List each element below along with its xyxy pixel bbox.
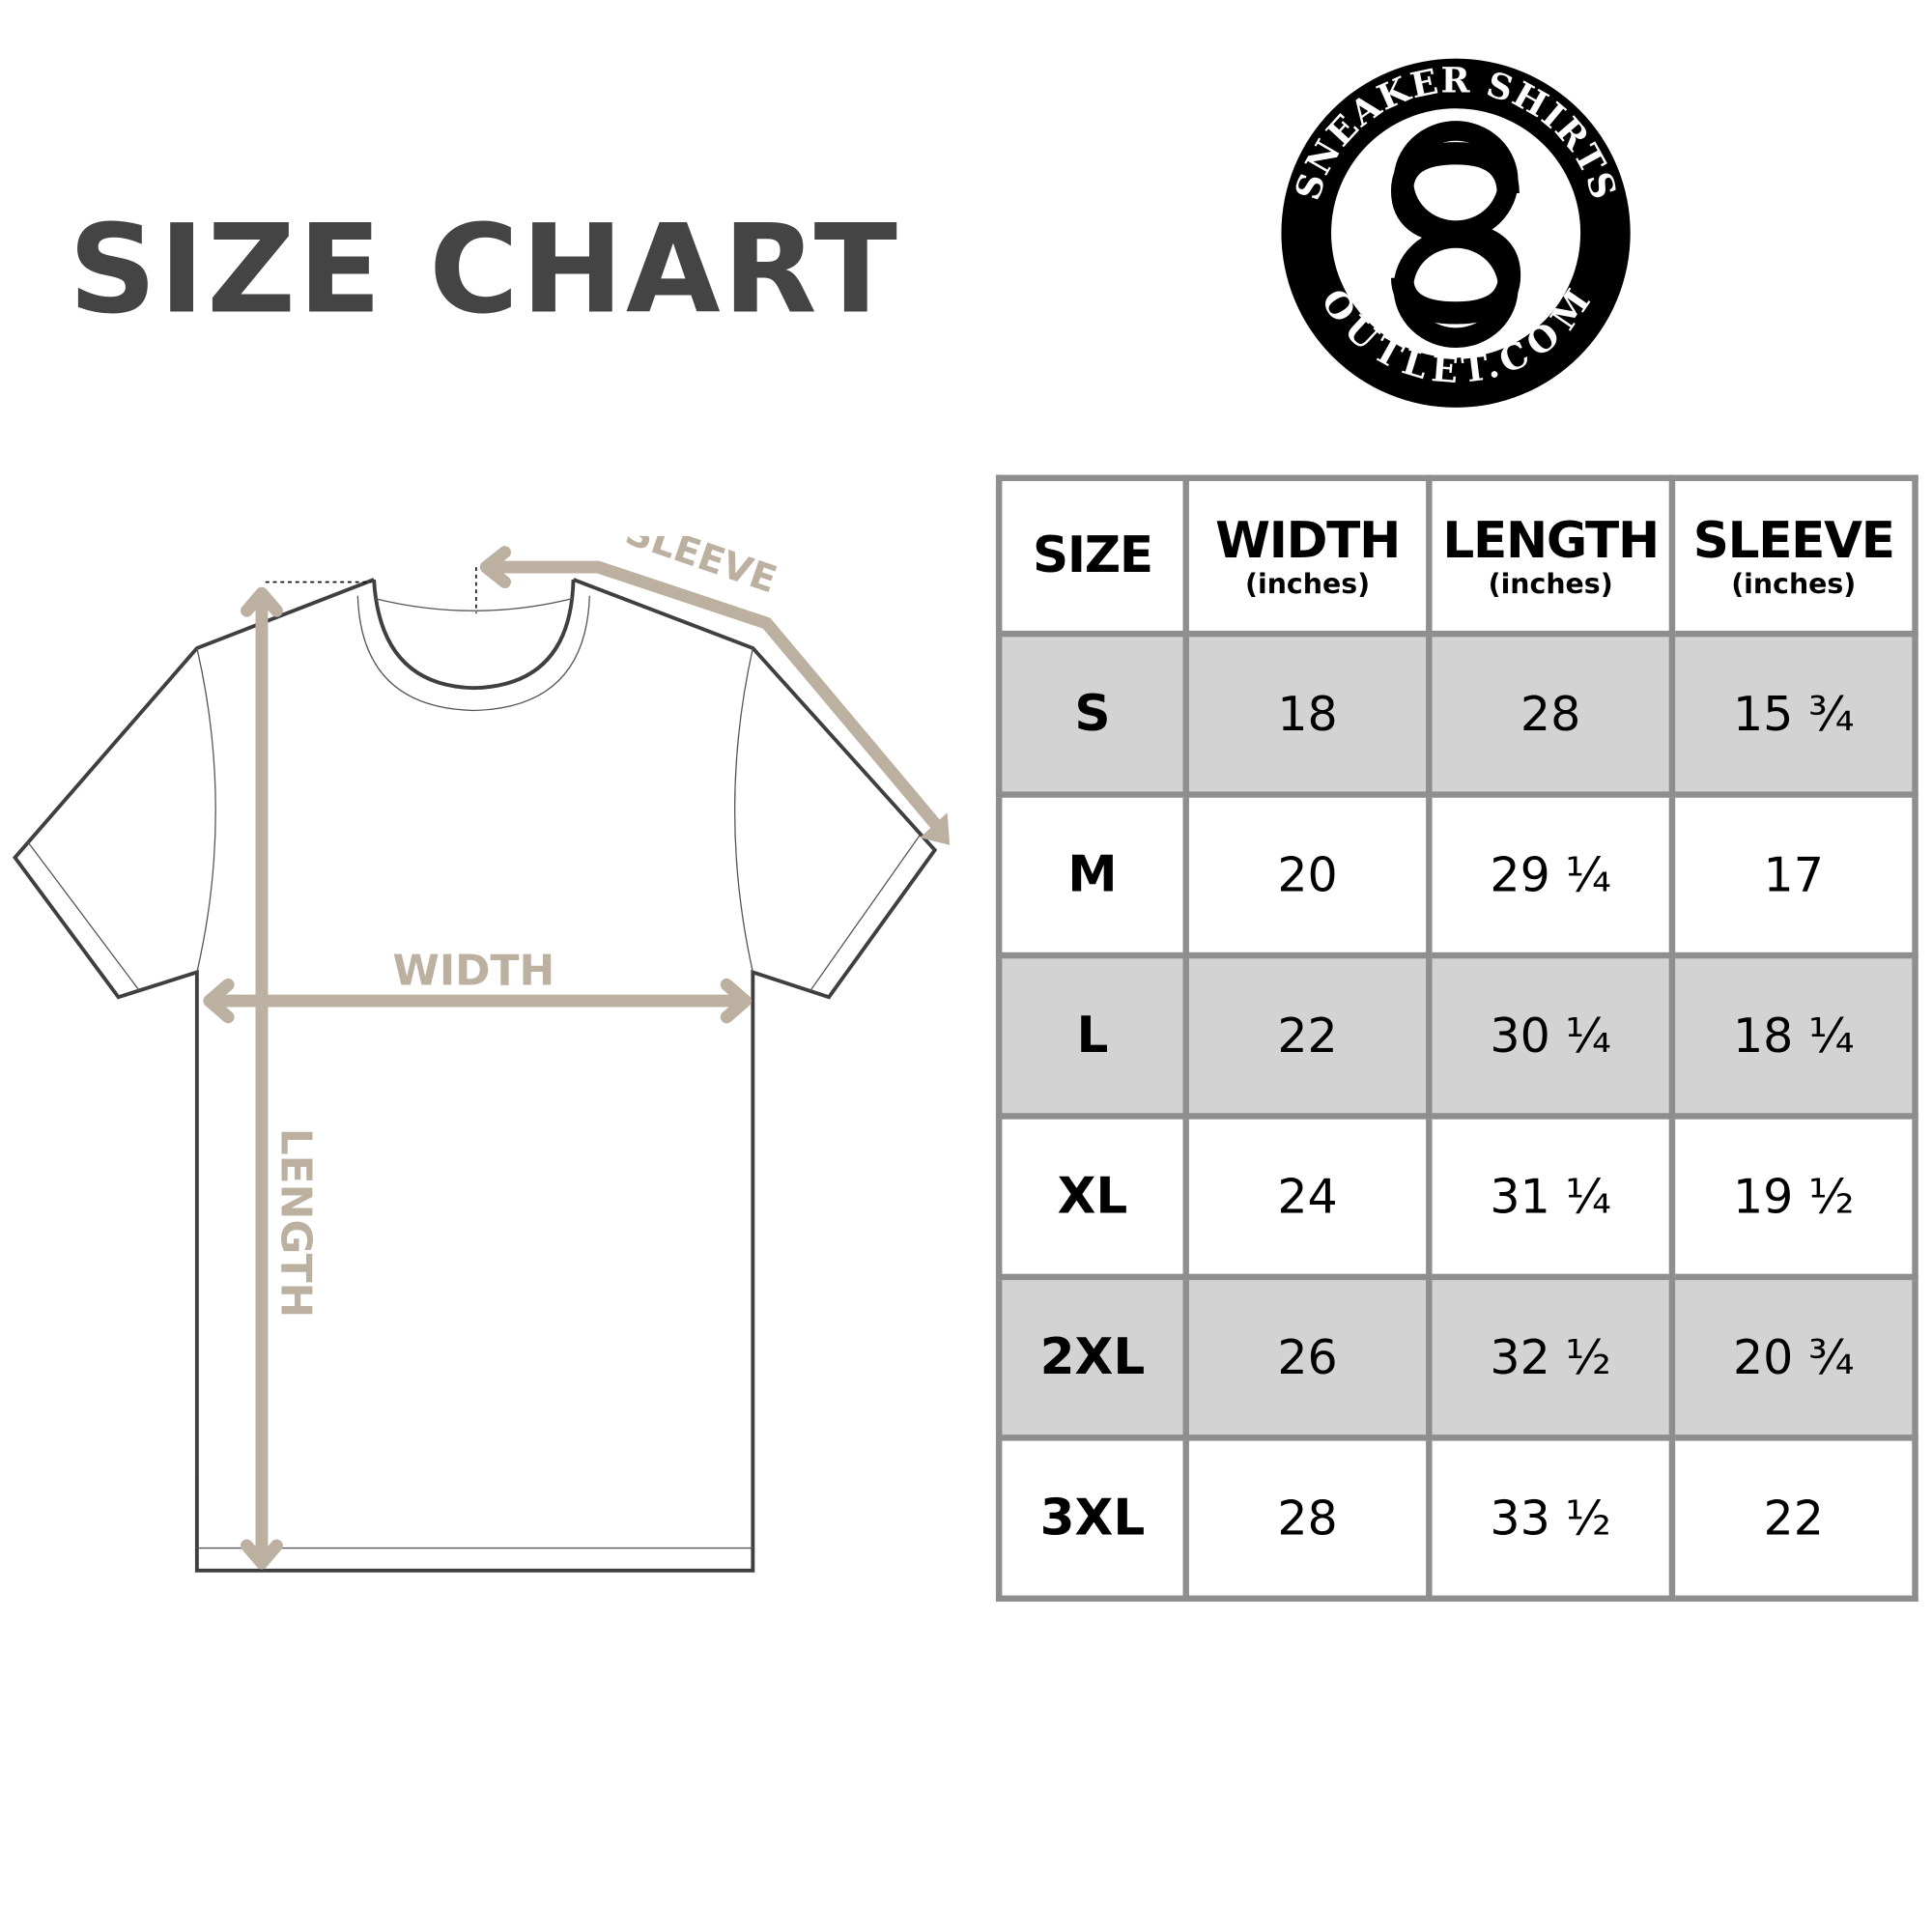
- table-row: S 18 28 15 ¾: [995, 630, 1918, 798]
- cell-length: 33 ½: [1426, 1435, 1676, 1603]
- tshirt-outline: [13, 578, 938, 1573]
- cell-sleeve: 19 ½: [1668, 1113, 1918, 1281]
- header-sleeve: SLEEVE (inches): [1668, 474, 1918, 638]
- table-row: XL 24 31 ¼ 19 ½: [995, 1113, 1918, 1281]
- width-label: WIDTH: [392, 946, 554, 995]
- sleeve-arrow: [482, 560, 944, 833]
- sneaker-shirts-outlet-logo: SNEAKER SHIRTS OUTLET.COM: [1281, 58, 1631, 408]
- cell-length: 29 ¼: [1426, 791, 1676, 959]
- header-size: SIZE: [995, 474, 1189, 638]
- cell-sleeve: 15 ¾: [1668, 630, 1918, 798]
- cell-length: 30 ¼: [1426, 952, 1676, 1120]
- table-row: 2XL 26 32 ½ 20 ¾: [995, 1273, 1918, 1441]
- monogram-icon: [1390, 121, 1521, 348]
- cell-sleeve: 22: [1668, 1435, 1918, 1603]
- cell-width: 18: [1182, 630, 1433, 798]
- cell-width: 28: [1182, 1435, 1433, 1603]
- table-row: L 22 30 ¼ 18 ¼: [995, 952, 1918, 1120]
- size-table: SIZE WIDTH (inches) LENGTH (inches) SLEEVE…: [995, 474, 1918, 1603]
- table-header-row: SIZE WIDTH (inches) LENGTH (inches) SLEEVE…: [995, 474, 1918, 638]
- header-length: LENGTH (inches): [1426, 474, 1676, 638]
- table-row: M 20 29 ¼ 17: [995, 791, 1918, 959]
- measurement-arrows: [203, 546, 944, 1570]
- cell-width: 24: [1182, 1113, 1433, 1281]
- cell-length: 28: [1426, 630, 1676, 798]
- cell-size: L: [995, 952, 1189, 1120]
- cell-size: S: [995, 630, 1189, 798]
- cell-length: 31 ¼: [1426, 1113, 1676, 1281]
- cell-size: XL: [995, 1113, 1189, 1281]
- tshirt-diagram: WIDTH LENGTH SLEEVE: [13, 536, 951, 1573]
- table-row: 3XL 28 33 ½ 22: [995, 1435, 1918, 1603]
- sleeve-label: SLEEVE: [620, 536, 782, 603]
- cell-sleeve: 20 ¾: [1668, 1273, 1918, 1441]
- cell-sleeve: 17: [1668, 791, 1918, 959]
- cell-width: 22: [1182, 952, 1433, 1120]
- cell-width: 26: [1182, 1273, 1433, 1441]
- cell-width: 20: [1182, 791, 1433, 959]
- cell-size: 3XL: [995, 1435, 1189, 1603]
- cell-size: 2XL: [995, 1273, 1189, 1441]
- cell-size: M: [995, 791, 1189, 959]
- page-title: SIZE CHART: [68, 199, 900, 342]
- cell-length: 32 ½: [1426, 1273, 1676, 1441]
- length-label: LENGTH: [271, 1128, 321, 1318]
- header-width: WIDTH (inches): [1182, 474, 1433, 638]
- cell-sleeve: 18 ¼: [1668, 952, 1918, 1120]
